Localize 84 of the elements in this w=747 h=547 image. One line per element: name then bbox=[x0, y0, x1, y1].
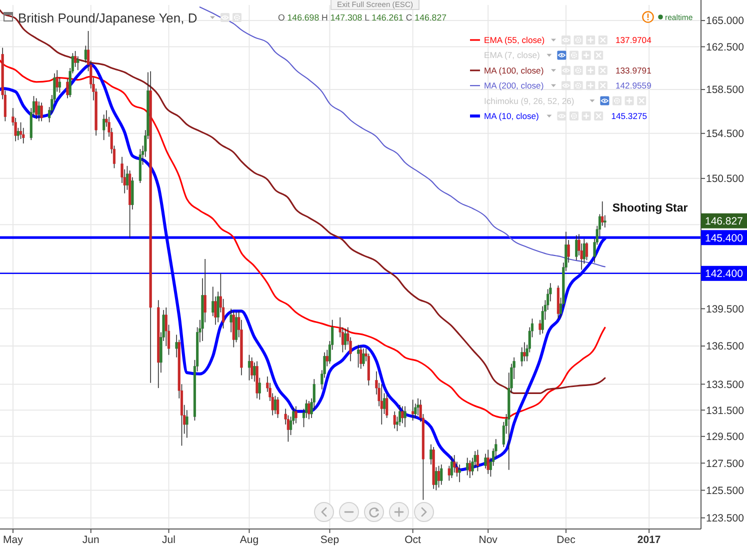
x-tick-label: Sep bbox=[320, 534, 340, 546]
text: 146.827 bbox=[705, 216, 744, 228]
candlestick bbox=[401, 406, 404, 424]
candlestick bbox=[466, 457, 469, 476]
candlestick bbox=[102, 114, 106, 140]
candlestick bbox=[404, 406, 406, 428]
x-tick-label: Aug bbox=[240, 534, 259, 546]
annotation: 145.3275 bbox=[611, 111, 648, 121]
candlestick bbox=[458, 464, 461, 482]
candlestick bbox=[126, 166, 129, 190]
annotation: Shooting Star bbox=[612, 202, 688, 214]
candlestick bbox=[362, 348, 365, 367]
candlestick bbox=[38, 101, 40, 122]
candlestick bbox=[412, 399, 414, 421]
legend-label: MA (200, close) bbox=[484, 80, 544, 91]
annotation: Ichimoku (9, 26, 52, 26) bbox=[484, 96, 574, 106]
candlestick bbox=[434, 466, 438, 491]
legend-label: MA (100, close) bbox=[484, 65, 544, 76]
candlestick bbox=[476, 449, 480, 472]
candlestick bbox=[604, 214, 606, 228]
annotation: EMA (7, close) bbox=[484, 50, 540, 60]
legend-label: MA (10, close) bbox=[484, 111, 540, 121]
candlestick bbox=[437, 465, 440, 488]
y-tick-label: 133.500 bbox=[706, 378, 744, 391]
annotation: 137.9704 bbox=[616, 35, 652, 45]
line-series bbox=[0, 9, 606, 394]
y-tick-label: 165.000 bbox=[706, 15, 744, 28]
legend-label: EMA (55, close) bbox=[484, 35, 545, 45]
x-tick-label: Jun bbox=[82, 534, 100, 546]
y-tick-label: 136.500 bbox=[706, 340, 744, 353]
candlestick bbox=[274, 395, 277, 414]
y-tick-label: 125.500 bbox=[706, 484, 744, 497]
candlestick bbox=[294, 406, 298, 424]
candlestick bbox=[453, 454, 456, 473]
y-tick-label: 158.500 bbox=[706, 84, 744, 96]
candlestick bbox=[468, 460, 472, 478]
candlestick bbox=[230, 308, 232, 333]
candlestick bbox=[386, 394, 388, 418]
x-tick-label: Jul bbox=[162, 534, 176, 546]
candlestick bbox=[440, 464, 443, 486]
candlestick bbox=[40, 102, 43, 122]
candlestick bbox=[360, 346, 362, 370]
candlestick bbox=[35, 98, 38, 120]
y-tick-label: 150.500 bbox=[706, 173, 744, 186]
y-tick-label: 139.500 bbox=[706, 303, 744, 316]
candlestick bbox=[76, 56, 80, 71]
ref-line-label: 142.400 bbox=[705, 268, 744, 280]
y-tick-label: 129.500 bbox=[706, 431, 744, 444]
candlestick bbox=[84, 45, 87, 64]
candlestick bbox=[19, 122, 22, 140]
candlestick bbox=[308, 400, 310, 420]
candlestick bbox=[393, 411, 396, 429]
chart-title: British Pound/Japanese Yen, D bbox=[18, 10, 198, 26]
candlestick bbox=[58, 77, 62, 94]
y-tick-label: 131.500 bbox=[706, 404, 744, 417]
candlestick bbox=[344, 328, 347, 350]
candlestick bbox=[601, 201, 604, 226]
candlestick bbox=[248, 354, 251, 381]
ref-line-label: 145.400 bbox=[705, 232, 744, 244]
candlestick bbox=[585, 242, 588, 261]
annotation: 133.9791 bbox=[616, 65, 652, 76]
candlestick bbox=[356, 344, 360, 368]
candlestick bbox=[575, 234, 578, 261]
y-tick-label: 154.500 bbox=[706, 128, 744, 140]
candlestick bbox=[276, 396, 280, 418]
x-tick-label: Nov bbox=[478, 534, 498, 546]
candlestick bbox=[380, 384, 383, 425]
text: O 146.698 H 147.308 L 146.261 C 146.827 bbox=[278, 12, 447, 22]
candlestick bbox=[448, 465, 450, 482]
candlestick bbox=[234, 312, 238, 343]
x-tick-label: Oct bbox=[404, 534, 422, 546]
candlestick bbox=[486, 449, 490, 474]
x-tick-label: May bbox=[3, 534, 24, 546]
y-tick-label: 127.500 bbox=[706, 458, 744, 470]
candlestick bbox=[450, 456, 454, 478]
candlestick bbox=[74, 50, 77, 68]
x-tick-label: Dec bbox=[556, 534, 576, 546]
annotation: 142.9559 bbox=[616, 80, 652, 91]
y-tick-label: 123.500 bbox=[706, 512, 744, 525]
candlestick bbox=[186, 410, 188, 438]
candlestick bbox=[250, 356, 254, 380]
x-tick-label: 2017 bbox=[637, 534, 661, 546]
y-tick-label: 162.500 bbox=[706, 41, 744, 54]
candlestick bbox=[520, 346, 524, 367]
